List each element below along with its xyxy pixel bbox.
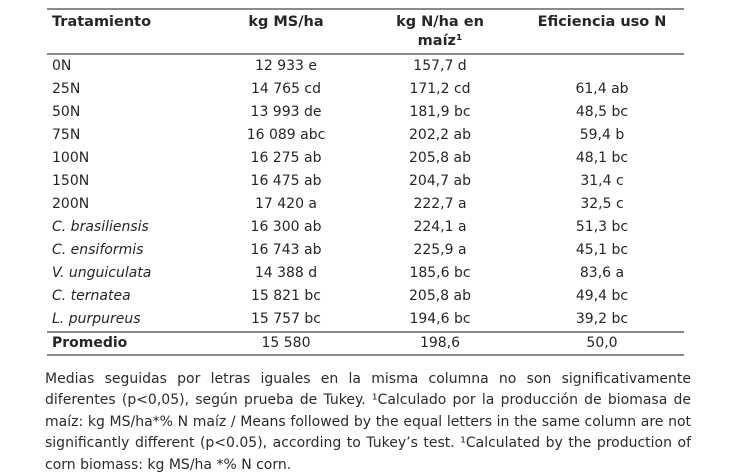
cell-tratamiento: 25N (52, 81, 81, 97)
table-row: 150N 16 475 ab 204,7 ab 31,4 c (47, 170, 684, 193)
cell-eficiencia: 32,5 c (580, 196, 624, 212)
cell-kg-ms-ha: 15 757 bc (250, 311, 322, 327)
cell-kg-n-ha: 185,6 bc (409, 265, 471, 281)
table-row: 75N 16 089 abc 202,2 ab 59,4 b (47, 124, 684, 147)
cell-tratamiento: 50N (52, 104, 81, 120)
cell-kg-ms-ha: 16 743 ab (250, 242, 322, 258)
column-header-kg-n-ha-line2: maíz¹ (417, 33, 463, 49)
table-row: 50N 13 993 de 181,9 bc 48,5 bc (47, 101, 684, 124)
cell-kg-ms-ha: 16 275 ab (250, 150, 322, 166)
table-footnote: Medias seguidas por letras iguales en la… (45, 371, 691, 473)
cell-kg-n-ha: 181,9 bc (409, 104, 471, 120)
summary-row: Promedio 15 580 198,6 50,0 (47, 332, 684, 355)
cell-tratamiento: C. brasiliensis (52, 219, 149, 235)
cell-kg-n-ha: 225,9 a (413, 242, 467, 258)
table-row: V. unguiculata 14 388 d 185,6 bc 83,6 a (47, 262, 684, 285)
cell-kg-ms-ha: 16 300 ab (250, 219, 322, 235)
cell-kg-n-ha: 202,2 ab (409, 127, 471, 143)
cell-kg-n-ha: 194,6 bc (409, 311, 471, 327)
cell-kg-n-ha: 157,7 d (413, 58, 467, 74)
table-row: 200N 17 420 a 222,7 a 32,5 c (47, 193, 684, 216)
table-row: 0N 12 933 e 157,7 d (47, 54, 684, 78)
summary-label: Promedio (52, 335, 128, 351)
cell-eficiencia: 59,4 b (579, 127, 625, 143)
cell-kg-ms-ha: 15 821 bc (250, 288, 322, 304)
cell-eficiencia: 49,4 bc (575, 288, 629, 304)
cell-kg-ms-ha: 14 765 cd (250, 81, 322, 97)
cell-kg-ms-ha: 16 089 abc (246, 127, 326, 143)
results-table: Tratamiento kg MS/ha kg N/ha en maíz¹ Efi… (47, 8, 684, 356)
cell-tratamiento: 0N (52, 58, 72, 74)
table-header: Tratamiento kg MS/ha kg N/ha en maíz¹ Efi… (47, 9, 684, 54)
cell-tratamiento: 75N (52, 127, 81, 143)
cell-tratamiento: V. unguiculata (52, 265, 152, 281)
cell-kg-n-ha: 205,8 ab (409, 288, 471, 304)
table-row: 100N 16 275 ab 205,8 ab 48,1 bc (47, 147, 684, 170)
cell-kg-n-ha: 205,8 ab (409, 150, 471, 166)
table-footer: Promedio 15 580 198,6 50,0 (47, 332, 684, 355)
header-row: Tratamiento kg MS/ha kg N/ha en maíz¹ Efi… (47, 9, 684, 54)
cell-kg-n-ha: 171,2 cd (409, 81, 471, 97)
table-body: 0N 12 933 e 157,7 d 25N 14 765 cd 171,2 cd 61,… (47, 54, 684, 332)
column-header-kg-ms-ha: kg MS/ha (248, 14, 324, 30)
cell-kg-n-ha: 204,7 ab (409, 173, 471, 189)
cell-eficiencia: 51,3 bc (575, 219, 629, 235)
table-row: C. ternatea 15 821 bc 205,8 ab 49,4 bc (47, 285, 684, 308)
cell-eficiencia (520, 54, 684, 78)
cell-tratamiento: 150N (52, 173, 90, 189)
cell-kg-n-ha: 224,1 a (413, 219, 467, 235)
cell-eficiencia: 83,6 a (579, 265, 625, 281)
column-header-kg-n-ha-en-maiz: kg N/ha en maíz¹ (360, 9, 520, 54)
column-header-tratamiento: Tratamiento (52, 14, 152, 30)
cell-eficiencia: 31,4 c (580, 173, 624, 189)
cell-eficiencia: 48,1 bc (575, 150, 629, 166)
cell-kg-n-ha: 222,7 a (413, 196, 467, 212)
table-row: C. brasiliensis 16 300 ab 224,1 a 51,3 bc (47, 216, 684, 239)
cell-eficiencia: 61,4 ab (575, 81, 629, 97)
cell-kg-ms-ha: 17 420 a (254, 196, 317, 212)
table-row: C. ensiformis 16 743 ab 225,9 a 45,1 bc (47, 239, 684, 262)
summary-eficiencia: 50,0 (586, 335, 618, 351)
cell-kg-ms-ha: 16 475 ab (250, 173, 322, 189)
cell-tratamiento: L. purpureus (52, 311, 141, 327)
cell-eficiencia: 45,1 bc (575, 242, 629, 258)
cell-tratamiento: C. ensiformis (52, 242, 144, 258)
column-header-eficiencia-uso-n: Eficiencia uso N (537, 14, 667, 30)
cell-tratamiento: 100N (52, 150, 90, 166)
cell-tratamiento: 200N (52, 196, 90, 212)
table-row: 25N 14 765 cd 171,2 cd 61,4 ab (47, 78, 684, 101)
summary-kg-ms-ha: 15 580 (261, 335, 311, 351)
cell-kg-ms-ha: 13 993 de (250, 104, 322, 120)
table-row: L. purpureus 15 757 bc 194,6 bc 39,2 bc (47, 308, 684, 332)
column-header-kg-n-ha-line1: kg N/ha en (396, 14, 484, 30)
cell-eficiencia: 48,5 bc (575, 104, 629, 120)
cell-kg-ms-ha: 14 388 d (254, 265, 318, 281)
cell-kg-ms-ha: 12 933 e (254, 58, 318, 74)
cell-eficiencia: 39,2 bc (575, 311, 629, 327)
summary-kg-n-ha: 198,6 (419, 335, 461, 351)
cell-tratamiento: C. ternatea (52, 288, 131, 304)
